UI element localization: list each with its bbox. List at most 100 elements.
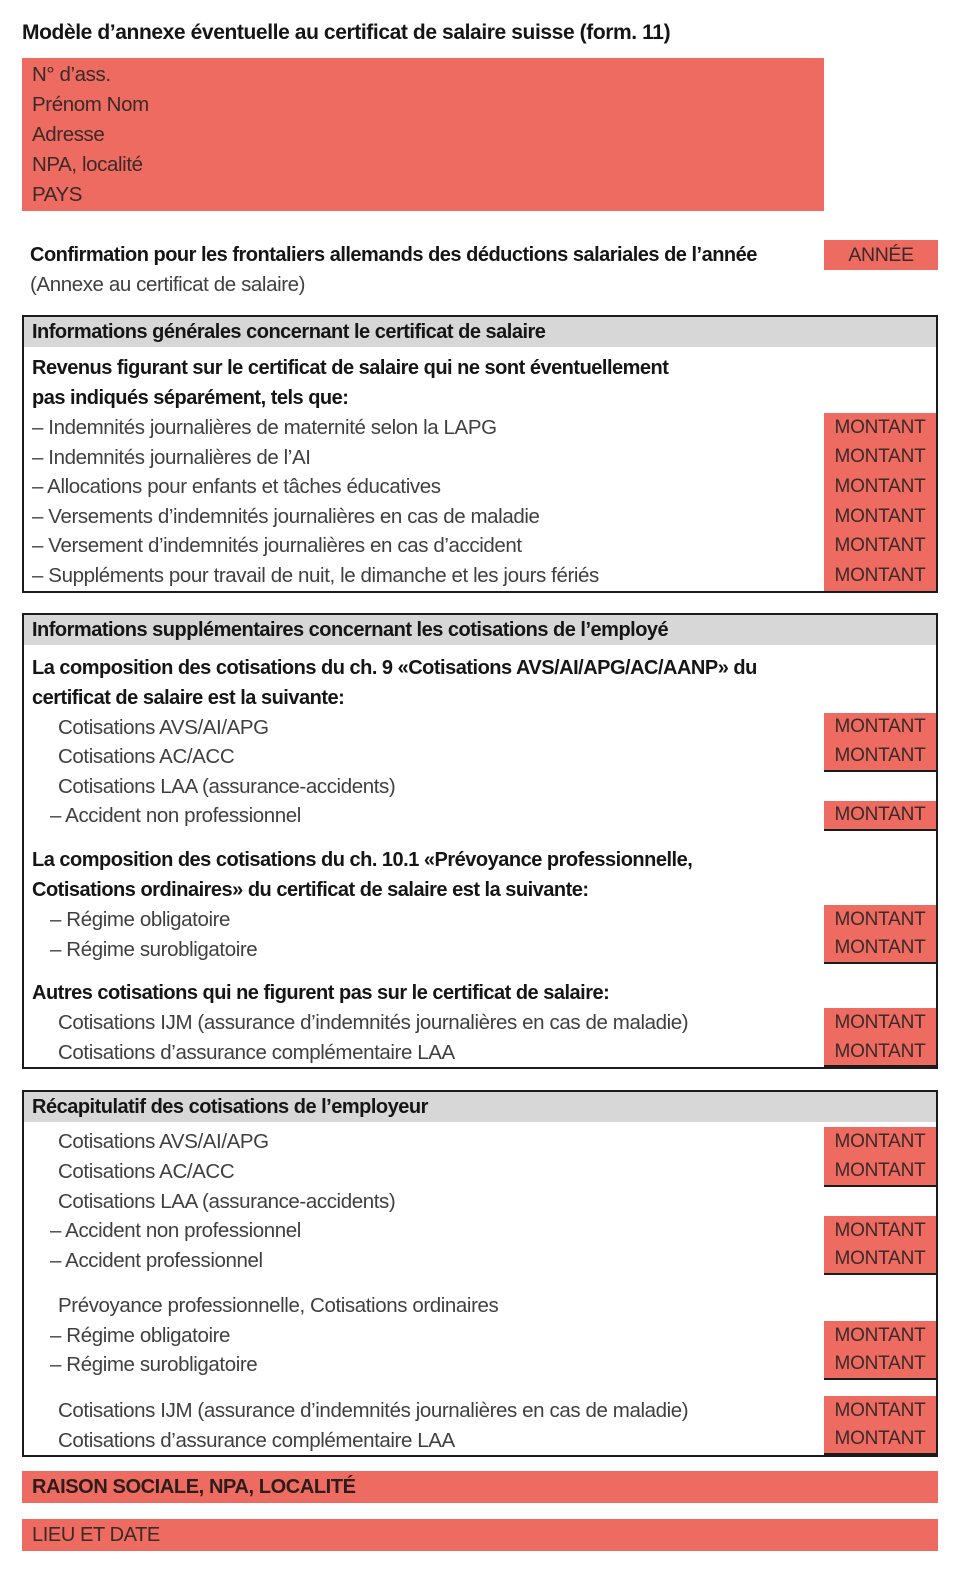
row-label: Cotisations AC/ACC <box>58 745 235 769</box>
row-label: Cotisations d’assurance complémentaire L… <box>58 1040 455 1064</box>
row-label: Cotisations LAA (assurance-accidents) <box>58 774 396 798</box>
amount-field[interactable]: MONTANT <box>824 1037 936 1068</box>
row-label: – Versement d’indemnités journalières en… <box>32 534 522 558</box>
row-label: – Accident professionnel <box>50 1248 263 1272</box>
employee-address-field[interactable]: N° d’ass. Prénom Nom Adresse NPA, locali… <box>22 58 824 211</box>
spacer <box>24 1380 936 1396</box>
section-employer-summary: Récapitulatif des cotisations de l’emplo… <box>22 1090 938 1458</box>
confirmation-subtitle: (Annexe au certificat de salaire) <box>30 273 306 296</box>
table-row: Cotisations LAA (assurance-accidents) <box>24 772 936 802</box>
table-row: – Accident professionnel MONTANT <box>24 1245 936 1276</box>
amount-field[interactable]: MONTANT <box>824 934 936 965</box>
row-label: – Régime surobligatoire <box>50 937 258 961</box>
address-line-insurance-number: N° d’ass. <box>32 63 111 86</box>
amount-field[interactable]: MONTANT <box>824 1156 936 1187</box>
amount-field[interactable]: MONTANT <box>824 1127 936 1157</box>
row-label: Cotisations AVS/AI/APG <box>58 1130 269 1154</box>
table-row: – Accident non professionnel MONTANT <box>24 801 936 831</box>
row-label: – Régime surobligatoire <box>50 1353 258 1377</box>
section-employee-header: Informations supplémentaires concernant … <box>24 614 936 645</box>
address-line-street: Adresse <box>32 123 105 146</box>
amount-field[interactable]: MONTANT <box>824 1008 936 1038</box>
amount-field[interactable]: MONTANT <box>824 1425 936 1456</box>
table-row: Cotisations LAA (assurance-accidents) <box>24 1187 936 1217</box>
table-row: – Régime surobligatoire MONTANT <box>24 1350 936 1381</box>
section-employee-contributions: Informations supplémentaires concernant … <box>22 612 938 1070</box>
table-row: – Suppléments pour travail de nuit, le d… <box>24 560 936 591</box>
amount-field[interactable]: MONTANT <box>824 1350 936 1381</box>
row-label: – Régime obligatoire <box>50 1323 231 1347</box>
row-label: – Allocations pour enfants et tâches édu… <box>32 475 441 499</box>
amount-field[interactable]: MONTANT <box>824 413 936 443</box>
company-field[interactable]: RAISON SOCIALE, NPA, LOCALITÉ <box>22 1471 938 1504</box>
row-label: Cotisations LAA (assurance-accidents) <box>58 1189 396 1213</box>
spacer <box>24 645 936 653</box>
ch101-intro-line2: Cotisations ordinaires» du certificat de… <box>32 878 589 901</box>
address-line-city: NPA, localité <box>32 153 143 176</box>
amount-field[interactable]: MONTANT <box>824 560 936 591</box>
address-line-country: PAYS <box>32 183 83 206</box>
table-row: Cotisations AC/ACC MONTANT <box>24 1156 936 1187</box>
row-label: Prévoyance professionnelle, Cotisations … <box>58 1294 499 1318</box>
row-label: Cotisations AC/ACC <box>58 1159 235 1183</box>
row-label: Cotisations d’assurance complémentaire L… <box>58 1428 455 1452</box>
other-contributions-intro: Autres cotisations qui ne figurent pas s… <box>32 982 610 1005</box>
table-row: – Régime obligatoire MONTANT <box>24 904 936 935</box>
amount-spacer <box>824 772 936 802</box>
table-row: Cotisations AC/ACC MONTANT <box>24 742 936 772</box>
page-title: Modèle d’annexe éventuelle au certificat… <box>22 21 671 44</box>
amount-field[interactable]: MONTANT <box>824 742 936 772</box>
table-row: Cotisations IJM (assurance d’indemnités … <box>24 1008 936 1038</box>
confirmation-text: Confirmation pour les frontaliers allema… <box>22 240 824 300</box>
table-row: Prévoyance professionnelle, Cotisations … <box>24 1291 936 1321</box>
amount-field[interactable]: MONTANT <box>824 531 936 561</box>
ch101-intro-line1: La composition des cotisations du ch. 10… <box>32 848 693 871</box>
table-row: – Versements d’indemnités journalières e… <box>24 501 936 532</box>
row-label: – Accident non professionnel <box>50 1219 301 1243</box>
amount-spacer <box>824 1187 936 1217</box>
section-general-intro-line2: pas indiqués séparément, tels que: <box>32 387 349 409</box>
address-line-name: Prénom Nom <box>32 93 149 116</box>
amount-field[interactable]: MONTANT <box>824 801 936 831</box>
table-row: – Versement d’indemnités journalières en… <box>24 531 936 561</box>
spacer <box>24 831 936 845</box>
amount-field[interactable]: MONTANT <box>824 1245 936 1276</box>
row-label: Cotisations AVS/AI/APG <box>58 715 269 739</box>
row-label: – Accident non professionnel <box>50 804 301 828</box>
table-row: – Régime surobligatoire MONTANT <box>24 934 936 965</box>
section-general-info: Informations générales concernant le cer… <box>22 315 938 593</box>
table-row: Cotisations AVS/AI/APG MONTANT <box>24 1127 936 1157</box>
table-row: – Indemnités journalières de l’AI MONTAN… <box>24 442 936 473</box>
table-row: Cotisations d’assurance complémentaire L… <box>24 1425 936 1456</box>
amount-field[interactable]: MONTANT <box>824 1320 936 1351</box>
ch9-intro-line1: La composition des cotisations du ch. 9 … <box>32 656 757 679</box>
table-row: Cotisations d’assurance complémentaire L… <box>24 1037 936 1068</box>
confirmation-title: Confirmation pour les frontaliers allema… <box>30 244 757 266</box>
table-row: – Indemnités journalières de maternité s… <box>24 413 936 443</box>
table-row: – Allocations pour enfants et tâches édu… <box>24 472 936 502</box>
confirmation-header: Confirmation pour les frontaliers allema… <box>22 240 938 300</box>
year-field[interactable]: ANNÉE <box>824 240 938 270</box>
spacer <box>24 964 936 978</box>
row-label: – Versements d’indemnités journalières e… <box>32 504 540 528</box>
amount-field[interactable]: MONTANT <box>824 1396 936 1426</box>
row-label: – Régime obligatoire <box>50 907 231 931</box>
amount-field[interactable]: MONTANT <box>824 501 936 532</box>
section-employer-header: Récapitulatif des cotisations de l’emplo… <box>24 1092 936 1123</box>
table-row: – Régime obligatoire MONTANT <box>24 1320 936 1351</box>
amount-field[interactable]: MONTANT <box>824 442 936 473</box>
row-label: Cotisations IJM (assurance d’indemnités … <box>58 1399 689 1423</box>
amount-field[interactable]: MONTANT <box>824 472 936 502</box>
row-label: Cotisations IJM (assurance d’indemnités … <box>58 1011 689 1035</box>
row-label: – Suppléments pour travail de nuit, le d… <box>32 563 599 587</box>
section-general-intro-line1: Revenus figurant sur le certificat de sa… <box>32 357 669 379</box>
amount-field[interactable]: MONTANT <box>824 904 936 935</box>
amount-field[interactable]: MONTANT <box>824 712 936 743</box>
table-row: Cotisations IJM (assurance d’indemnités … <box>24 1396 936 1426</box>
spacer <box>24 1275 936 1291</box>
place-date-field[interactable]: LIEU ET DATE <box>22 1519 938 1552</box>
table-row: Cotisations AVS/AI/APG MONTANT <box>24 712 936 743</box>
amount-field[interactable]: MONTANT <box>824 1216 936 1246</box>
ch9-intro-line2: certificat de salaire est la suivante: <box>32 686 345 709</box>
